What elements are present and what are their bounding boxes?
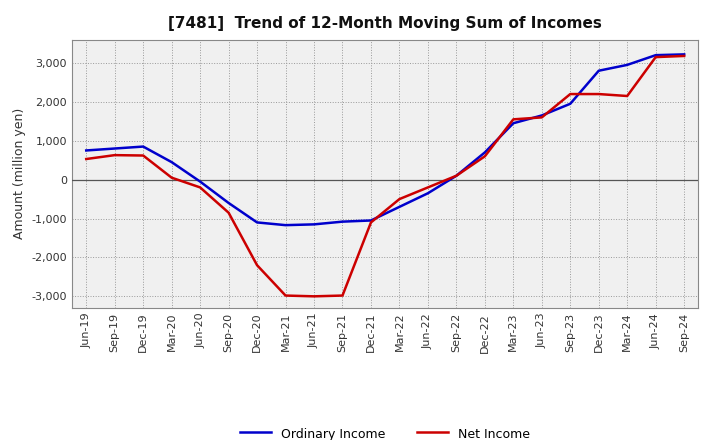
Legend: Ordinary Income, Net Income: Ordinary Income, Net Income: [240, 427, 530, 440]
Net Income: [167, 175, 176, 180]
Net Income: [423, 185, 432, 190]
Net Income: [282, 293, 290, 298]
Ordinary Income: [395, 204, 404, 209]
Ordinary Income: [366, 218, 375, 223]
Ordinary Income: [623, 62, 631, 67]
Y-axis label: Amount (million yen): Amount (million yen): [13, 108, 26, 239]
Line: Net Income: Net Income: [86, 56, 684, 296]
Ordinary Income: [167, 159, 176, 165]
Net Income: [623, 93, 631, 99]
Net Income: [82, 156, 91, 161]
Net Income: [480, 154, 489, 159]
Ordinary Income: [452, 173, 461, 178]
Ordinary Income: [110, 146, 119, 151]
Net Income: [225, 210, 233, 215]
Ordinary Income: [253, 220, 261, 225]
Line: Ordinary Income: Ordinary Income: [86, 55, 684, 225]
Net Income: [509, 117, 518, 122]
Ordinary Income: [595, 68, 603, 73]
Ordinary Income: [82, 148, 91, 153]
Ordinary Income: [225, 200, 233, 205]
Ordinary Income: [196, 179, 204, 184]
Net Income: [652, 55, 660, 60]
Ordinary Income: [480, 150, 489, 155]
Ordinary Income: [423, 191, 432, 196]
Ordinary Income: [282, 223, 290, 228]
Net Income: [196, 185, 204, 190]
Net Income: [395, 196, 404, 202]
Ordinary Income: [139, 144, 148, 149]
Net Income: [110, 153, 119, 158]
Ordinary Income: [509, 121, 518, 126]
Ordinary Income: [680, 52, 688, 57]
Ordinary Income: [537, 113, 546, 118]
Net Income: [253, 263, 261, 268]
Net Income: [366, 220, 375, 225]
Net Income: [139, 153, 148, 158]
Net Income: [338, 293, 347, 298]
Net Income: [452, 173, 461, 178]
Title: [7481]  Trend of 12-Month Moving Sum of Incomes: [7481] Trend of 12-Month Moving Sum of I…: [168, 16, 602, 32]
Ordinary Income: [652, 52, 660, 58]
Net Income: [537, 115, 546, 120]
Ordinary Income: [566, 101, 575, 106]
Net Income: [680, 53, 688, 59]
Net Income: [566, 92, 575, 97]
Ordinary Income: [310, 222, 318, 227]
Ordinary Income: [338, 219, 347, 224]
Net Income: [310, 293, 318, 299]
Net Income: [595, 92, 603, 97]
